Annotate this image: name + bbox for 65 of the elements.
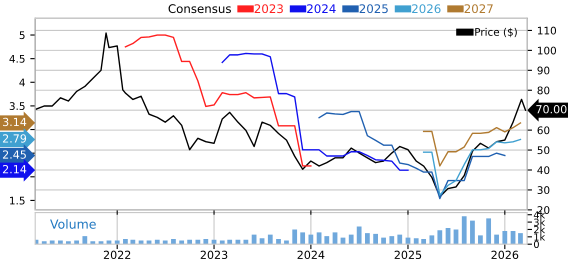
x-tick-label: 2026 [491, 250, 518, 260]
bar [510, 230, 516, 244]
line-series [318, 110, 506, 200]
x-tick-label: 2024 [298, 250, 324, 260]
bar [494, 234, 499, 244]
bar [421, 239, 426, 244]
text: 2.14 [2, 165, 26, 174]
bar [252, 234, 256, 244]
y-tick-label: 0 [534, 240, 539, 248]
bar [356, 226, 362, 244]
bar [437, 230, 442, 244]
bar [316, 232, 322, 244]
legend-label: 2026 [412, 4, 441, 14]
y2-tick-label: 60 [538, 126, 550, 134]
bar [365, 233, 370, 244]
bar [486, 218, 492, 244]
y-tick-label: 1k [534, 233, 546, 241]
bar [454, 229, 458, 244]
bar [478, 235, 483, 244]
bar [381, 238, 386, 244]
y-tick-label: 5 [20, 31, 25, 40]
bar [373, 234, 378, 244]
bar [462, 216, 467, 244]
x-tick-label: 2023 [200, 250, 228, 260]
bar [332, 232, 338, 244]
y-tick-label: 1.5 [10, 196, 25, 205]
bar [406, 238, 410, 244]
y-tick-label: 4 [19, 78, 25, 86]
legend-label: 2027 [464, 4, 493, 14]
bar [276, 239, 281, 244]
legend-label: 2023 [254, 4, 283, 14]
legend-label: 2025 [360, 4, 388, 14]
y-tick-label: 3.5 [10, 102, 25, 110]
y-tick-label: 2k [534, 226, 546, 234]
legend-label: Price ($) [475, 28, 517, 38]
bar [340, 238, 346, 244]
bar [470, 220, 475, 244]
bar [518, 233, 523, 244]
line-series [422, 122, 522, 167]
y2-tick-label: 30 [538, 186, 550, 194]
bar [308, 234, 314, 244]
y2-tick-label: 40 [537, 166, 550, 174]
text: 70.00 [536, 105, 567, 114]
y2-tick-label: 50 [538, 146, 550, 154]
line-series [222, 52, 409, 171]
legend-title: Consensus [168, 4, 231, 14]
x-tick-label: 2025 [394, 250, 422, 260]
annotation: Volume [50, 219, 96, 229]
text: 2.79 [2, 134, 26, 143]
bar [123, 239, 128, 244]
x-tick-label: 2022 [104, 250, 130, 260]
y2-tick-label: 80 [538, 86, 550, 94]
bar [292, 229, 298, 244]
line-series [124, 34, 312, 167]
y-tick-label: 4.5 [9, 55, 25, 63]
legend-label: 2024 [307, 4, 336, 14]
y2-tick-label: 100 [538, 46, 556, 54]
y2-tick-label: 110 [538, 26, 556, 35]
y2-tick-label: 90 [537, 66, 550, 74]
bar [446, 228, 450, 244]
line-series [422, 138, 522, 196]
text: 2.45 [2, 150, 26, 159]
y-tick-label: 3k [534, 218, 546, 226]
bar [171, 239, 176, 244]
text: 3.14 [2, 118, 26, 126]
